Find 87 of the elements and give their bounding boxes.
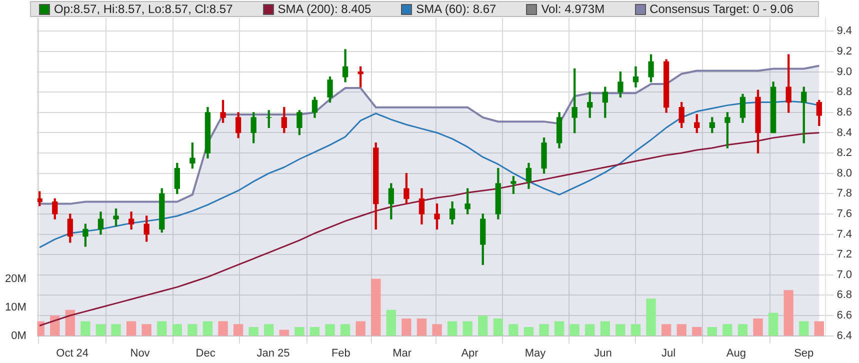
bar bbox=[264, 324, 274, 336]
bar bbox=[294, 326, 304, 336]
bar bbox=[570, 324, 580, 336]
y-tick-label: 0M bbox=[11, 330, 26, 342]
x-tick-label: Jan 25 bbox=[256, 347, 290, 360]
y2-tick-label: 8.2 bbox=[836, 147, 852, 160]
bar bbox=[340, 324, 350, 336]
bar bbox=[356, 321, 366, 336]
y-tick-label: 10M bbox=[4, 301, 26, 314]
x-tick-label: Nov bbox=[130, 347, 150, 360]
x-tick-label: Feb bbox=[331, 347, 350, 360]
bar bbox=[799, 321, 809, 336]
legend-label: SMA (60): 8.67 bbox=[416, 2, 496, 16]
x-tick-label: May bbox=[524, 347, 546, 360]
x-tick-label: Oct 24 bbox=[56, 347, 89, 360]
x-tick-label: Jun bbox=[594, 347, 612, 360]
bar bbox=[600, 321, 610, 336]
bar bbox=[738, 324, 748, 336]
bar bbox=[188, 324, 198, 336]
bar bbox=[661, 324, 672, 336]
x-tick-label: Aug bbox=[726, 347, 746, 360]
bar bbox=[447, 321, 458, 336]
x-tick-label: Apr bbox=[461, 347, 479, 360]
bar bbox=[310, 326, 320, 336]
bar bbox=[279, 330, 289, 336]
bar bbox=[402, 318, 412, 336]
bar bbox=[50, 316, 60, 336]
x-tick-label: Mar bbox=[392, 347, 412, 360]
bar bbox=[96, 324, 106, 336]
x-tick-label: Jul bbox=[661, 347, 676, 360]
bar bbox=[478, 316, 488, 336]
bar bbox=[768, 312, 778, 336]
bar bbox=[218, 321, 228, 336]
y2-tick-label: 8.0 bbox=[836, 167, 852, 180]
bar bbox=[371, 278, 381, 336]
y2-tick-label: 7.2 bbox=[836, 248, 852, 261]
bar bbox=[202, 321, 213, 336]
y2-tick-label: 6.4 bbox=[836, 330, 852, 342]
y2-tick-label: 8.4 bbox=[836, 126, 852, 139]
y2-tick-label: 8.8 bbox=[836, 86, 852, 98]
bar bbox=[676, 324, 686, 336]
bar bbox=[616, 324, 626, 336]
bar bbox=[707, 326, 717, 336]
bar bbox=[325, 324, 335, 336]
y2-tick-label: 7.4 bbox=[836, 228, 852, 240]
y2-tick-label: 6.8 bbox=[836, 289, 852, 302]
bar bbox=[646, 298, 656, 336]
bar bbox=[462, 321, 472, 336]
bar bbox=[508, 324, 518, 336]
x-tick-label: Sep bbox=[794, 347, 814, 360]
y2-tick-label: 7.6 bbox=[836, 208, 852, 220]
x-tick-label: Dec bbox=[196, 347, 216, 360]
y2-tick-label: 9.4 bbox=[836, 25, 852, 38]
bar bbox=[432, 324, 442, 336]
bar bbox=[111, 324, 121, 336]
bar bbox=[233, 324, 244, 336]
bar bbox=[585, 324, 595, 336]
text: Vol: 4.973M bbox=[541, 2, 605, 16]
y2-tick-label: 7.8 bbox=[836, 188, 852, 200]
legend-label: Consensus Target: 0 - 9.06 bbox=[650, 2, 794, 16]
y2-tick-label: 9.0 bbox=[836, 66, 852, 78]
bar bbox=[692, 326, 702, 336]
bar bbox=[172, 324, 182, 336]
bar bbox=[493, 318, 503, 336]
bar bbox=[386, 310, 396, 336]
bar bbox=[126, 321, 136, 336]
legend-label: Op:8.57, Hi:8.57, Lo:8.57, Cl:8.57 bbox=[54, 2, 233, 16]
bar bbox=[80, 321, 90, 336]
bar bbox=[524, 326, 534, 336]
legend-label: SMA (200): 8.405 bbox=[278, 2, 372, 16]
y2-tick-label: 8.6 bbox=[836, 106, 852, 118]
bar bbox=[248, 326, 258, 336]
bar bbox=[142, 324, 152, 336]
bar bbox=[784, 290, 794, 336]
bar bbox=[753, 318, 763, 336]
bar bbox=[539, 324, 549, 336]
bar bbox=[416, 318, 427, 336]
y2-tick-label: 9.2 bbox=[836, 46, 852, 58]
y-tick-label: 20M bbox=[4, 273, 26, 286]
y2-tick-label: 7.0 bbox=[836, 268, 852, 281]
y2-tick-label: 6.6 bbox=[836, 310, 852, 322]
bar bbox=[157, 321, 167, 336]
bar bbox=[630, 324, 641, 336]
bar bbox=[722, 324, 732, 336]
bar bbox=[554, 321, 564, 336]
bar bbox=[65, 310, 75, 336]
bar bbox=[814, 321, 824, 336]
